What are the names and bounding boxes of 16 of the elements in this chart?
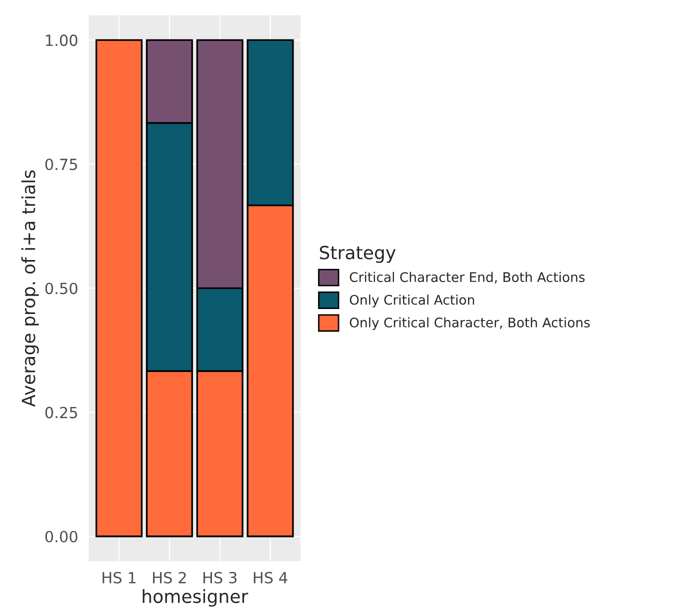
y-tick-label: 0.00 <box>45 530 78 542</box>
x-tick-label: HS 3 <box>203 572 237 584</box>
x-tick-label: HS 1 <box>102 572 136 584</box>
x-tick-label: HS 4 <box>254 572 288 584</box>
legend-label: Critical Character End, Both Actions <box>350 272 585 284</box>
y-tick-label: 0.25 <box>45 406 78 418</box>
legend-label: Only Critical Character, Both Actions <box>350 317 590 330</box>
y-tick-label: 0.75 <box>45 158 78 170</box>
y-tick-label: 1.00 <box>46 34 78 46</box>
y-axis-title: Average prop. of i+a trials <box>21 170 39 407</box>
x-axis-title: homesigner <box>142 589 248 607</box>
bar <box>96 39 143 538</box>
legend-title: Strategy <box>320 246 396 263</box>
legend-label: Only Critical Action <box>350 294 474 308</box>
y-tick-label: 0.50 <box>45 282 78 294</box>
x-tick-label: HS 2 <box>153 572 186 584</box>
